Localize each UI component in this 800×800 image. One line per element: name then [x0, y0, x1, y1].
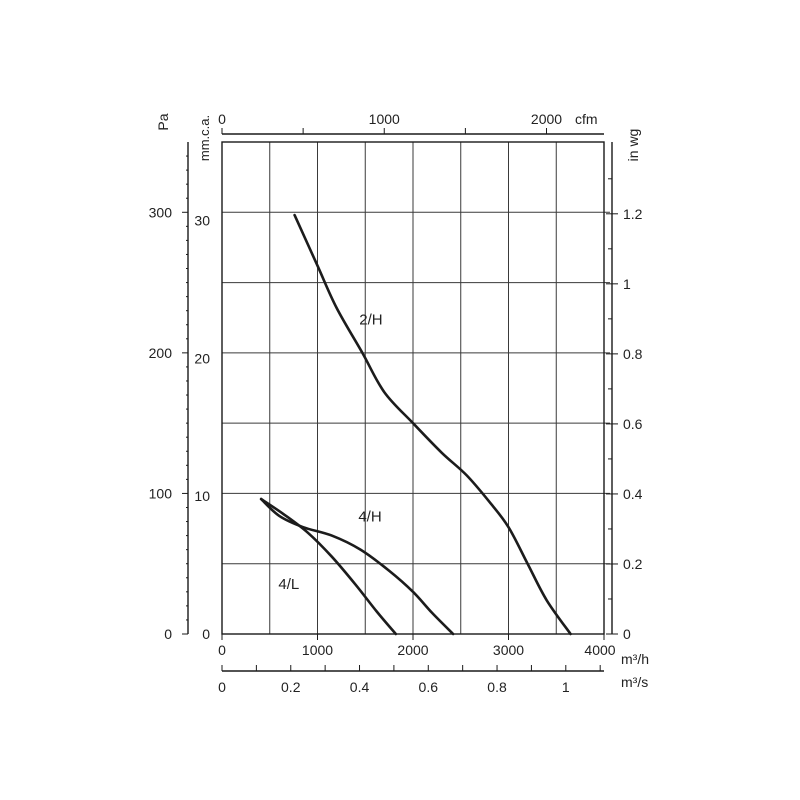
m3h-tick-label: 3000: [493, 642, 524, 658]
mmca-tick-label: 30: [194, 212, 210, 228]
inwg-tick-label: 0.4: [623, 486, 643, 502]
cfm-unit-label: cfm: [575, 111, 598, 127]
m3h-tick-label: 2000: [397, 642, 428, 658]
inwg-tick-label: 0: [623, 626, 631, 642]
cfm-tick-label: 0: [218, 111, 226, 127]
curve-label-2-h: 2/H: [359, 312, 382, 329]
m3s-tick-label: 1: [562, 679, 570, 695]
m3s-tick-label: 0.6: [419, 679, 439, 695]
m3s-tick-label: 0.8: [487, 679, 507, 695]
curves: [259, 213, 572, 636]
mmca-tick-label: 20: [194, 350, 210, 366]
inwg-tick-label: 1: [623, 276, 631, 292]
pa-tick-label: 100: [149, 485, 173, 501]
curve-label-4-h: 4/H: [358, 509, 381, 526]
cfm-tick-label: 1000: [369, 111, 400, 127]
inwg-tick-label: 0.8: [623, 346, 643, 362]
pa-unit-label: Pa: [155, 113, 171, 130]
m3h-unit-label: m³/h: [621, 651, 649, 667]
m3h-tick-label: 0: [218, 642, 226, 658]
inwg-unit-label: in wg: [625, 129, 641, 162]
mmca-unit-label: mm.c.a.: [197, 115, 212, 161]
curve-4-l: [259, 497, 398, 636]
mmca-tick-label: 10: [194, 488, 210, 504]
m3h-tick-label: 4000: [584, 642, 615, 658]
mmca-tick-label: 0: [202, 626, 210, 642]
cfm-tick-label: 2000: [531, 111, 562, 127]
pa-tick-label: 300: [149, 204, 173, 220]
m3h-tick-label: 1000: [302, 642, 333, 658]
pa-tick-label: 0: [164, 626, 172, 642]
pa-tick-label: 200: [149, 345, 173, 361]
m3s-tick-label: 0.2: [281, 679, 301, 695]
curve-2-h: [293, 213, 572, 636]
inwg-tick-label: 1.2: [623, 206, 643, 222]
inwg-tick-label: 0.2: [623, 556, 643, 572]
m3s-tick-label: 0: [218, 679, 226, 695]
inwg-tick-label: 0.6: [623, 416, 643, 432]
axes: [182, 128, 618, 672]
curve-4-h: [259, 497, 455, 636]
m3s-unit-label: m³/s: [621, 674, 648, 690]
m3s-tick-label: 0.4: [350, 679, 370, 695]
curve-label-4-l: 4/L: [278, 576, 299, 593]
grid-lines: [222, 142, 610, 634]
